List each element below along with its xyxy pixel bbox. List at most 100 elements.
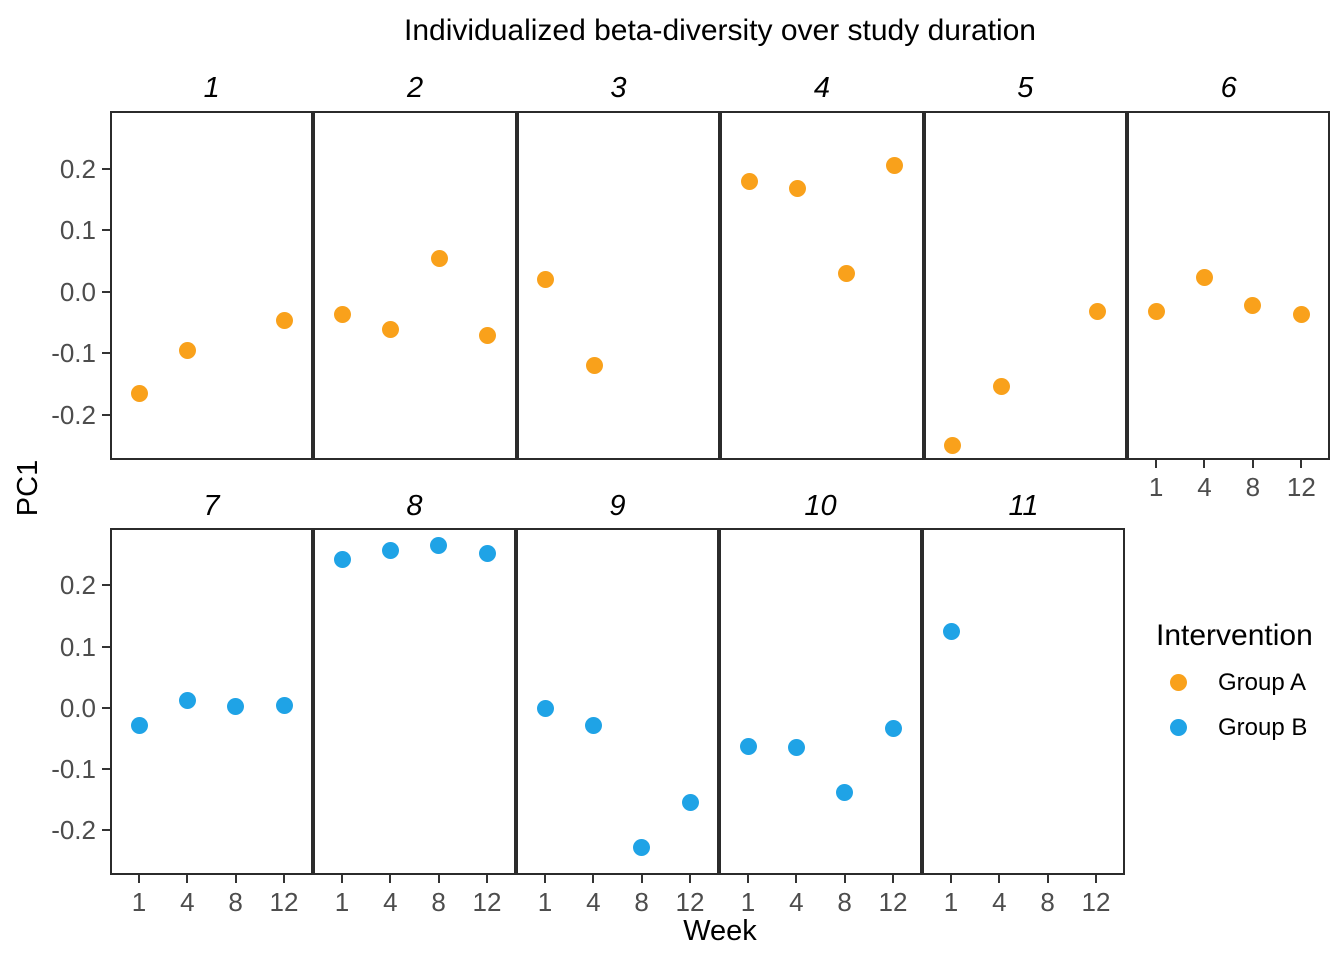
- facet-panel-11: [922, 528, 1125, 875]
- facet-strip-label-8: 8: [406, 490, 423, 522]
- y-tick-label: 0.2: [59, 153, 96, 184]
- legend-entry-group-b: Group B: [1146, 705, 1344, 750]
- x-tick-mark: [640, 875, 643, 883]
- x-tick-mark: [1300, 460, 1303, 468]
- data-point: [836, 784, 854, 802]
- x-tick-label: 8: [431, 887, 446, 917]
- x-tick-mark: [1251, 460, 1254, 468]
- x-tick-label: 4: [586, 887, 601, 917]
- x-tick-label: 12: [675, 887, 705, 917]
- data-point: [430, 249, 448, 267]
- data-point: [585, 357, 603, 375]
- y-tick-mark: [102, 290, 110, 293]
- facet-strip-label-6: 6: [1220, 72, 1237, 104]
- x-tick-label: 1: [943, 887, 959, 917]
- legend-title: Intervention: [1156, 619, 1313, 652]
- data-point: [1089, 303, 1107, 321]
- facet-strip-label-11: 11: [1008, 490, 1039, 522]
- facet-strip-label-1: 1: [203, 72, 220, 104]
- facet-panel-5: [923, 111, 1127, 460]
- x-tick-label: 4: [789, 887, 804, 917]
- facet-panel-6: [1127, 111, 1331, 460]
- x-tick-mark: [341, 875, 343, 883]
- y-tick-mark: [102, 584, 110, 587]
- legend-key-dot: [1170, 719, 1187, 736]
- y-tick-label: -0.2: [51, 814, 96, 845]
- y-tick-label: 0.1: [59, 215, 96, 246]
- data-point: [381, 542, 399, 560]
- data-point: [1292, 306, 1310, 324]
- y-tick-label: -0.1: [51, 753, 96, 784]
- chart-title: Individualized beta-diversity over study…: [403, 14, 1036, 47]
- legend-label: Group A: [1218, 669, 1307, 696]
- facet-strip-label-10: 10: [804, 490, 837, 522]
- y-tick-mark: [102, 767, 110, 770]
- legend-entry-group-a: Group A: [1146, 660, 1344, 705]
- x-tick-mark: [283, 875, 285, 883]
- x-tick-label: 8: [837, 887, 852, 917]
- data-point: [633, 839, 651, 856]
- data-point: [333, 550, 351, 568]
- data-point: [333, 306, 351, 324]
- x-tick-label: 4: [383, 887, 398, 917]
- data-point: [479, 326, 497, 344]
- x-tick-label: 4: [180, 887, 195, 917]
- x-tick-label: 8: [1245, 472, 1261, 502]
- data-point: [884, 720, 902, 738]
- y-tick-mark: [102, 413, 110, 416]
- data-point: [740, 172, 758, 190]
- y-tick-mark: [102, 706, 110, 709]
- data-point: [537, 271, 555, 289]
- y-tick-mark: [102, 229, 110, 232]
- data-point: [992, 378, 1010, 396]
- data-point: [382, 320, 400, 338]
- x-tick-mark: [544, 875, 546, 883]
- data-point: [178, 342, 196, 360]
- data-point: [536, 700, 554, 718]
- y-tick-label: 0.2: [59, 570, 96, 601]
- x-tick-mark: [186, 875, 189, 883]
- data-point: [1195, 269, 1213, 286]
- x-tick-mark: [437, 875, 440, 883]
- facet-strip-label-9: 9: [609, 490, 626, 522]
- data-point: [789, 179, 807, 197]
- data-point: [275, 312, 293, 330]
- y-tick-label: 0.1: [59, 631, 96, 662]
- data-point: [739, 738, 757, 756]
- data-point: [275, 697, 293, 715]
- y-tick-label: -0.1: [51, 338, 96, 369]
- y-tick-mark: [102, 828, 110, 831]
- x-tick-label: 12: [878, 887, 908, 917]
- y-axis-title: PC1: [12, 459, 44, 517]
- facet-panel-1: [110, 111, 314, 460]
- x-tick-label: 1: [740, 887, 756, 917]
- x-tick-label: 8: [228, 887, 243, 917]
- data-point: [681, 793, 699, 811]
- data-point: [478, 544, 496, 562]
- x-tick-mark: [592, 875, 595, 883]
- data-point: [1244, 296, 1262, 314]
- x-tick-mark: [747, 875, 749, 883]
- y-tick-mark: [102, 167, 110, 170]
- facet-strip-label-4: 4: [813, 72, 830, 104]
- y-tick-label: -0.2: [51, 399, 96, 430]
- legend-key-dot: [1170, 674, 1187, 691]
- facet-strip-label-2: 2: [407, 72, 424, 104]
- x-tick-mark: [389, 875, 392, 883]
- x-tick-mark: [138, 875, 140, 883]
- data-point: [584, 716, 602, 734]
- data-point: [944, 436, 962, 454]
- data-point: [227, 698, 245, 716]
- x-tick-label: 1: [1148, 472, 1164, 502]
- x-tick-mark: [234, 875, 237, 883]
- x-tick-label: 12: [1081, 887, 1111, 917]
- x-tick-label: 12: [472, 887, 502, 917]
- x-tick-label: 12: [269, 887, 299, 917]
- data-point: [787, 738, 805, 756]
- x-tick-mark: [950, 875, 952, 883]
- x-tick-label: 1: [334, 887, 350, 917]
- data-point: [130, 384, 148, 402]
- data-point: [942, 623, 960, 641]
- x-tick-mark: [1095, 875, 1097, 883]
- facet-panel-10: [719, 528, 922, 875]
